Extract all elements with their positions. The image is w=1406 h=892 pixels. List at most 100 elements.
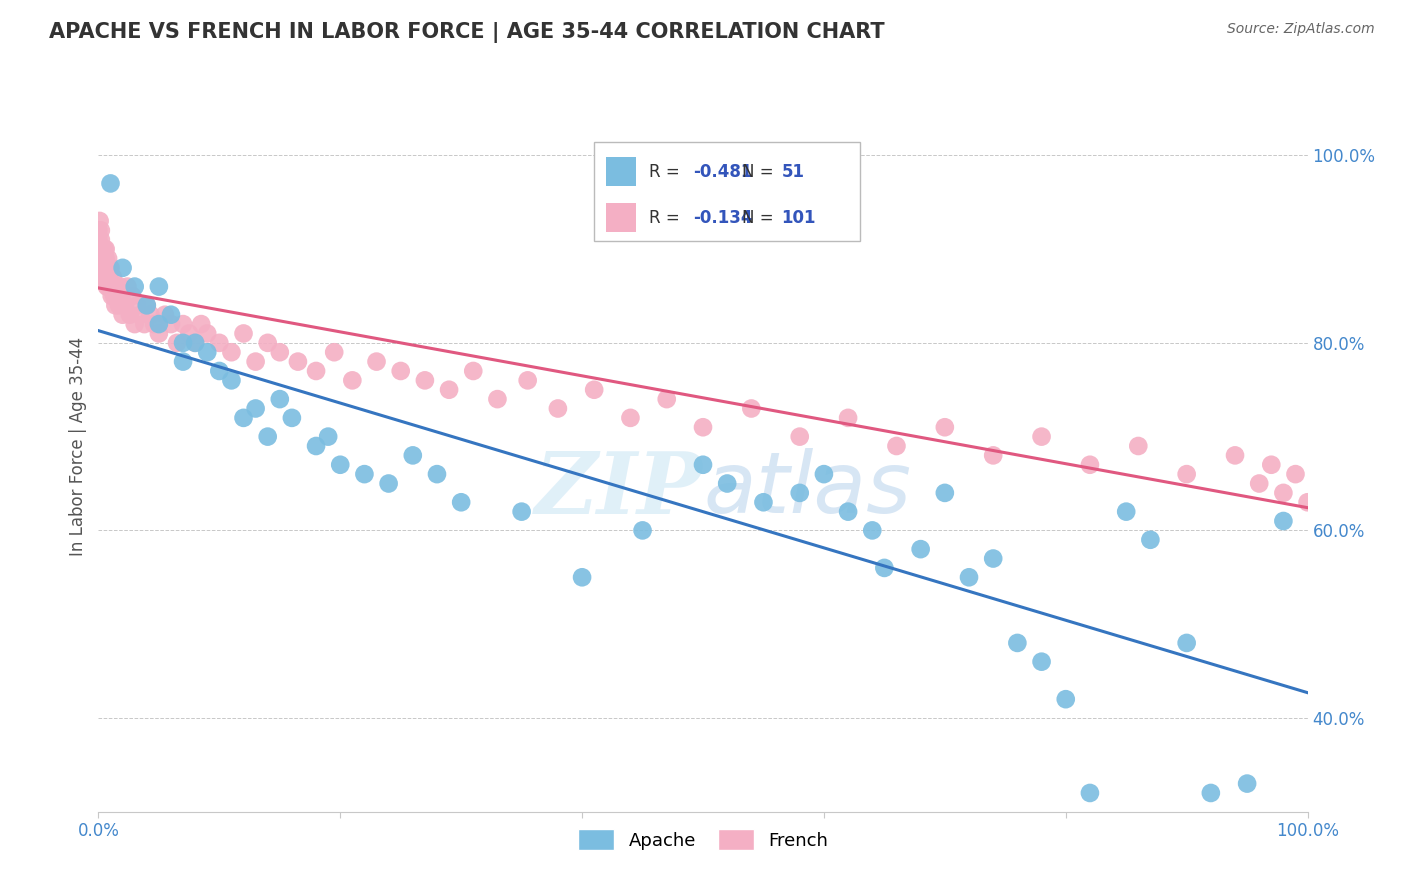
Point xyxy=(94,242,117,256)
Text: 51: 51 xyxy=(782,162,804,181)
Point xyxy=(1272,514,1295,528)
Point xyxy=(108,298,131,312)
Point xyxy=(1223,449,1246,463)
Point xyxy=(981,551,1004,566)
Point xyxy=(402,449,425,463)
Point xyxy=(105,279,128,293)
Point xyxy=(692,458,714,472)
Point xyxy=(93,242,115,256)
Point xyxy=(516,373,538,387)
Point xyxy=(1236,776,1258,790)
Point xyxy=(245,354,267,368)
Point xyxy=(160,308,183,322)
Point xyxy=(305,439,328,453)
Point xyxy=(127,298,149,312)
Point xyxy=(510,505,533,519)
Point xyxy=(90,260,112,275)
Point xyxy=(184,335,207,350)
Point xyxy=(208,335,231,350)
Point xyxy=(873,561,896,575)
Point xyxy=(104,298,127,312)
Point xyxy=(91,252,114,266)
Point xyxy=(111,308,134,322)
Point xyxy=(100,260,122,275)
Point xyxy=(93,252,115,266)
Point xyxy=(96,260,118,275)
Point xyxy=(110,289,132,303)
Point xyxy=(166,335,188,350)
Point xyxy=(101,270,124,285)
Point xyxy=(1007,636,1029,650)
Point xyxy=(232,326,254,341)
Point xyxy=(98,260,121,275)
Point xyxy=(172,317,194,331)
Point xyxy=(981,449,1004,463)
Text: ZIP: ZIP xyxy=(536,448,703,532)
Point xyxy=(139,308,162,322)
Point xyxy=(195,345,218,359)
Point xyxy=(89,214,111,228)
Point xyxy=(655,392,678,406)
Point xyxy=(789,486,811,500)
Point xyxy=(342,373,364,387)
Point xyxy=(91,260,114,275)
Text: N =: N = xyxy=(742,162,779,181)
Point xyxy=(837,410,859,425)
Point xyxy=(134,317,156,331)
Point xyxy=(135,298,157,312)
Point xyxy=(96,279,118,293)
Point xyxy=(100,289,122,303)
Point xyxy=(94,270,117,285)
Point xyxy=(571,570,593,584)
Point xyxy=(450,495,472,509)
Text: atlas: atlas xyxy=(703,449,911,532)
Point xyxy=(463,364,485,378)
Point xyxy=(752,495,775,509)
Point xyxy=(813,467,835,482)
Point xyxy=(129,308,152,322)
Point xyxy=(316,429,339,443)
Point xyxy=(195,326,218,341)
Point xyxy=(426,467,449,482)
Point xyxy=(1115,505,1137,519)
Text: 101: 101 xyxy=(782,209,815,227)
Point xyxy=(860,524,883,538)
Point xyxy=(100,279,122,293)
Point xyxy=(121,289,143,303)
Point xyxy=(692,420,714,434)
Bar xyxy=(595,143,860,241)
Point xyxy=(305,364,328,378)
Point xyxy=(94,252,117,266)
Point xyxy=(93,270,115,285)
Bar xyxy=(606,203,637,233)
Point xyxy=(1031,655,1053,669)
Point xyxy=(117,279,139,293)
Point xyxy=(631,524,654,538)
Point xyxy=(269,345,291,359)
Point xyxy=(910,542,932,557)
Text: -0.481: -0.481 xyxy=(693,162,752,181)
Text: APACHE VS FRENCH IN LABOR FORCE | AGE 35-44 CORRELATION CHART: APACHE VS FRENCH IN LABOR FORCE | AGE 35… xyxy=(49,22,884,44)
Point xyxy=(124,317,146,331)
Point xyxy=(1175,467,1198,482)
Point xyxy=(221,373,243,387)
Point xyxy=(103,289,125,303)
Point xyxy=(437,383,460,397)
Point xyxy=(87,242,110,256)
Point xyxy=(934,486,956,500)
Point xyxy=(114,298,136,312)
Point xyxy=(1272,486,1295,500)
Point xyxy=(1078,458,1101,472)
Point xyxy=(160,317,183,331)
Text: Source: ZipAtlas.com: Source: ZipAtlas.com xyxy=(1227,22,1375,37)
Point xyxy=(583,383,606,397)
Point xyxy=(232,410,254,425)
Point xyxy=(323,345,346,359)
Point xyxy=(1031,429,1053,443)
Point xyxy=(172,335,194,350)
Point xyxy=(97,279,120,293)
Point xyxy=(1175,636,1198,650)
Point xyxy=(135,298,157,312)
Point xyxy=(184,335,207,350)
Point xyxy=(1199,786,1222,800)
